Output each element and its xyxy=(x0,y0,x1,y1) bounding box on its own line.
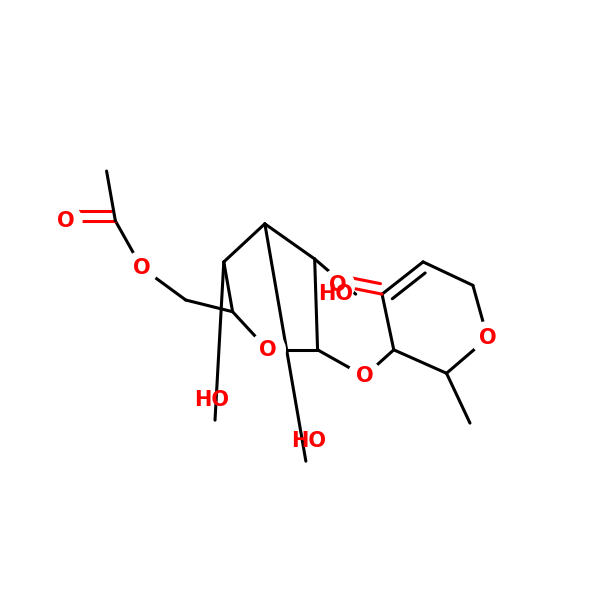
Text: HO: HO xyxy=(318,284,353,304)
Circle shape xyxy=(125,251,158,284)
Text: O: O xyxy=(329,275,347,295)
Text: O: O xyxy=(479,328,496,348)
Circle shape xyxy=(471,322,504,355)
Text: O: O xyxy=(133,258,151,278)
Text: O: O xyxy=(356,366,373,386)
Circle shape xyxy=(250,332,286,367)
Text: HO: HO xyxy=(291,431,326,451)
Circle shape xyxy=(322,269,355,302)
Text: O: O xyxy=(57,211,74,231)
Text: HO: HO xyxy=(194,389,230,410)
Circle shape xyxy=(49,205,82,237)
Circle shape xyxy=(348,360,381,392)
Text: O: O xyxy=(259,340,277,360)
